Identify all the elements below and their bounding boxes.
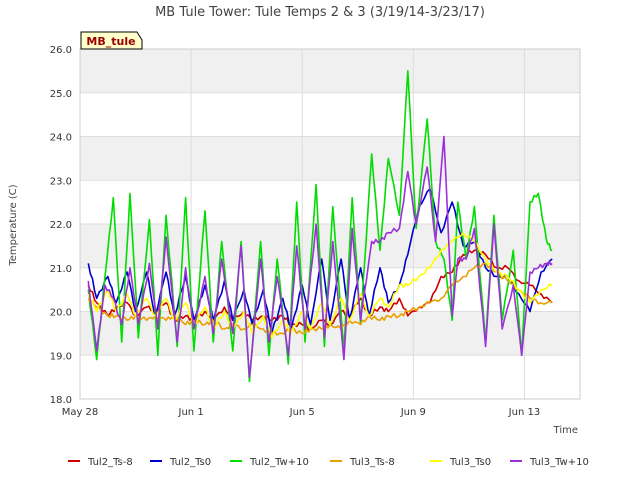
y-tick-labels: 18.0 19.0 20.0 21.0 22.0 23.0 24.0 25.0 26.0 xyxy=(50,45,72,406)
series-line-tul3-tw-10 xyxy=(87,135,553,378)
y-tick-label: 23.0 xyxy=(50,176,72,187)
x-tick-label: May 28 xyxy=(62,407,99,418)
plot-band xyxy=(80,355,580,399)
x-tick-label: Jun 1 xyxy=(178,407,204,418)
x-tick-label: Jun 13 xyxy=(508,407,541,418)
series-lines xyxy=(87,70,553,383)
legend-label: Tul2_Tw+10 xyxy=(249,457,309,468)
plot-background xyxy=(80,49,580,399)
chart-title: MB Tule Tower: Tule Temps 2 & 3 (3/19/14… xyxy=(155,5,485,20)
x-tick-label: Jun 5 xyxy=(289,407,315,418)
x-axis-label: Time xyxy=(553,425,578,436)
plot-frame xyxy=(79,48,581,400)
y-tick-label: 19.0 xyxy=(50,351,72,362)
series-line-tul3-ts0 xyxy=(87,231,553,339)
y-tick-label: 22.0 xyxy=(50,220,72,231)
plot-band xyxy=(80,49,580,93)
legend-label: Tul2_Ts-8 xyxy=(87,457,133,468)
y-tick-label: 21.0 xyxy=(50,264,72,275)
plot-band xyxy=(80,136,580,181)
legend-label: Tul3_Ts0 xyxy=(449,457,491,468)
y-tick-label: 18.0 xyxy=(50,395,72,406)
legend-label: Tul2_Ts0 xyxy=(169,457,211,468)
x-tick-labels: May 28 Jun 1 Jun 5 Jun 9 Jun 13 xyxy=(62,407,540,418)
legend-label: Tul3_Ts-8 xyxy=(349,457,395,468)
site-badge-box xyxy=(80,31,143,50)
y-axis-label: Temperature (C) xyxy=(8,184,19,266)
x-tick-label: Jun 9 xyxy=(400,407,426,418)
legend: Tul2_Ts-8 Tul2_Ts0 Tul2_Tw+10 Tul3_Ts-8 Tul3… xyxy=(68,457,589,468)
plot-band xyxy=(80,92,580,137)
plot-band xyxy=(80,180,580,224)
y-tick-label: 20.0 xyxy=(50,308,72,319)
y-tick-label: 24.0 xyxy=(50,133,72,144)
legend-label: Tul3_Tw+10 xyxy=(529,457,589,468)
site-badge: MB_tule xyxy=(80,31,143,50)
y-tick-label: 26.0 xyxy=(50,45,72,56)
y-tick-label: 25.0 xyxy=(50,89,72,100)
site-badge-label: MB_tule xyxy=(86,35,135,48)
